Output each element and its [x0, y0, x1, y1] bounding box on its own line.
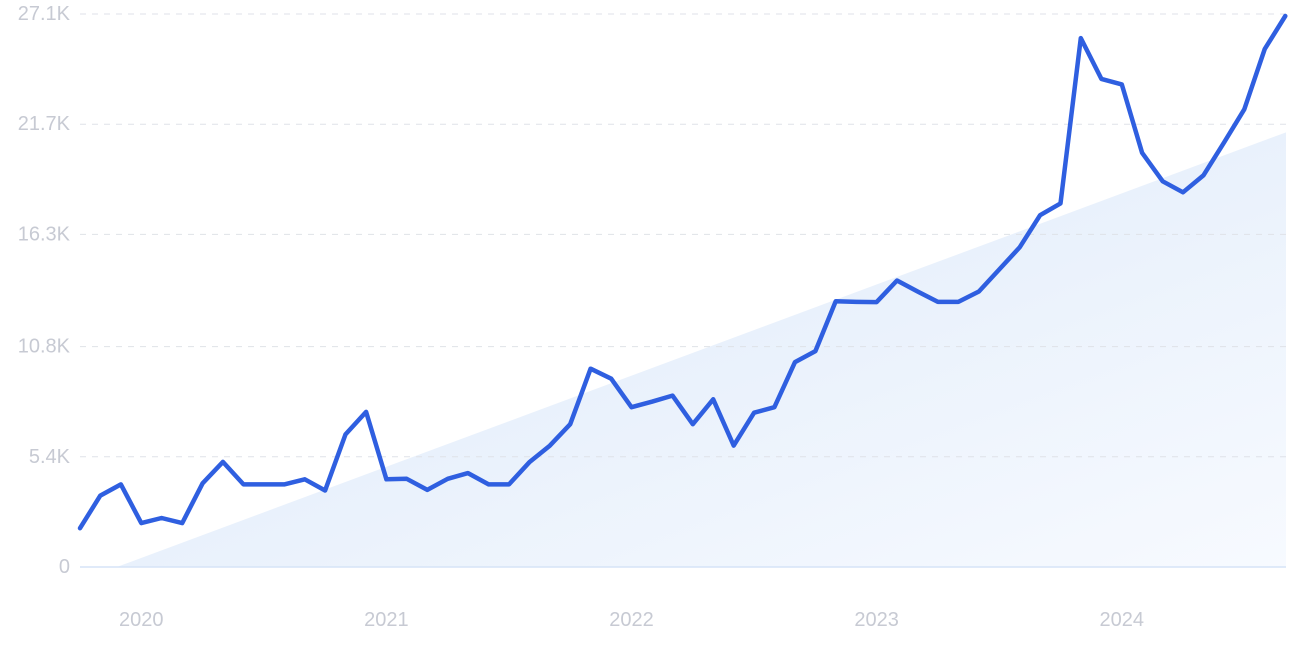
series-line — [77, 13, 1288, 531]
x-tick-label: 2021 — [364, 609, 409, 631]
y-tick-label: 27.1K — [18, 3, 71, 25]
y-tick-label: 21.7K — [18, 113, 71, 135]
trend-area — [116, 132, 1286, 567]
x-tick-label: 2022 — [609, 609, 654, 631]
x-tick-label: 2023 — [854, 609, 899, 631]
y-tick-label: 10.8K — [18, 336, 71, 358]
x-tick-label: 2024 — [1100, 609, 1145, 631]
y-tick-label: 0 — [59, 556, 70, 578]
x-tick-label: 2020 — [119, 609, 164, 631]
y-tick-label: 5.4K — [29, 446, 71, 468]
y-tick-label: 16.3K — [18, 223, 71, 245]
